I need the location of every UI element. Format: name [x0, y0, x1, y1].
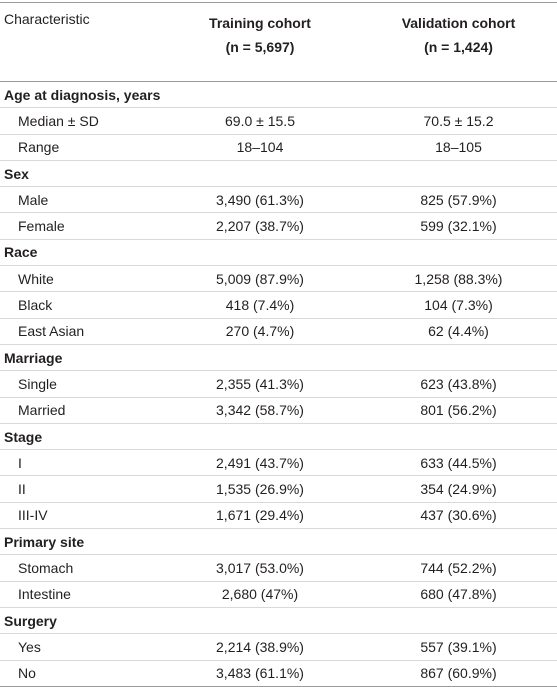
cell-value: 18–104 [160, 134, 360, 161]
section-title: Primary site [0, 528, 557, 556]
row-label: No [0, 660, 160, 687]
cell-value: 437 (30.6%) [360, 502, 557, 530]
cell-value: 354 (24.9%) [360, 475, 557, 503]
data-row: Female 2,207 (38.7%) 599 (32.1%) [0, 212, 557, 240]
header-row: Characteristic Training cohort (n = 5,69… [0, 2, 557, 82]
cell-value: 2,207 (38.7%) [160, 212, 360, 240]
cell-value: 3,342 (58.7%) [160, 397, 360, 424]
cell-value: 62 (4.4%) [360, 318, 557, 345]
cell-value: 69.0 ± 15.5 [160, 107, 360, 135]
section-title: Surgery [0, 607, 557, 635]
section-row: Primary site [0, 528, 557, 556]
section-title: Stage [0, 423, 557, 451]
cell-value: 18–105 [360, 134, 557, 161]
header-cell: Validation cohort (n = 1,424) [360, 2, 557, 82]
row-label: Median ± SD [0, 107, 160, 135]
table-body: Age at diagnosis, years Median ± SD 69.0 ±… [0, 81, 557, 687]
cell-value: 3,483 (61.1%) [160, 660, 360, 687]
data-row: Married 3,342 (58.7%) 801 (56.2%) [0, 397, 557, 424]
cell-value: 557 (39.1%) [360, 633, 557, 661]
row-label: Female [0, 212, 160, 240]
cell-value: 1,258 (88.3%) [360, 265, 557, 293]
row-label: Married [0, 397, 160, 424]
cell-value: 104 (7.3%) [360, 291, 557, 319]
section-row: Stage [0, 423, 557, 451]
row-label: Range [0, 134, 160, 161]
data-row: Male 3,490 (61.3%) 825 (57.9%) [0, 186, 557, 214]
header-subtitle: (n = 5,697) [225, 39, 295, 55]
cell-value: 2,680 (47%) [160, 581, 360, 608]
data-row: Yes 2,214 (38.9%) 557 (39.1%) [0, 633, 557, 661]
cell-value: 3,017 (53.0%) [160, 554, 360, 582]
cell-value: 270 (4.7%) [160, 318, 360, 345]
cell-value: 599 (32.1%) [360, 212, 557, 240]
section-row: Race [0, 239, 557, 267]
cell-value: 3,490 (61.3%) [160, 186, 360, 214]
data-row: I 2,491 (43.7%) 633 (44.5%) [0, 449, 557, 477]
data-row: Black 418 (7.4%) 104 (7.3%) [0, 291, 557, 319]
cell-value: 1,671 (29.4%) [160, 502, 360, 530]
section-row: Surgery [0, 607, 557, 635]
cell-value: 744 (52.2%) [360, 554, 557, 582]
data-row: Median ± SD 69.0 ± 15.5 70.5 ± 15.2 [0, 107, 557, 135]
section-title: Race [0, 239, 557, 267]
cell-value: 2,214 (38.9%) [160, 633, 360, 661]
cell-value: 5,009 (87.9%) [160, 265, 360, 293]
row-label: Black [0, 291, 160, 319]
cell-value: 680 (47.8%) [360, 581, 557, 608]
row-label: Intestine [0, 581, 160, 608]
section-title: Sex [0, 160, 557, 188]
section-row: Marriage [0, 344, 557, 372]
data-row: No 3,483 (61.1%) 867 (60.9%) [0, 660, 557, 687]
header-subtitle: (n = 1,424) [424, 39, 493, 55]
cell-value: 2,491 (43.7%) [160, 449, 360, 477]
cell-value: 801 (56.2%) [360, 397, 557, 424]
data-row: Intestine 2,680 (47%) 680 (47.8%) [0, 581, 557, 608]
table-header: Characteristic Training cohort (n = 5,69… [0, 2, 557, 82]
section-row: Sex [0, 160, 557, 188]
row-label: III-IV [0, 502, 160, 530]
row-label: Yes [0, 633, 160, 661]
header-cell: Characteristic [0, 2, 160, 82]
row-label: II [0, 475, 160, 503]
row-label: East Asian [0, 318, 160, 345]
data-row: East Asian 270 (4.7%) 62 (4.4%) [0, 318, 557, 345]
row-label: White [0, 265, 160, 293]
cell-value: 418 (7.4%) [160, 291, 360, 319]
cell-value: 1,535 (26.9%) [160, 475, 360, 503]
data-row: III-IV 1,671 (29.4%) 437 (30.6%) [0, 502, 557, 530]
cell-value: 867 (60.9%) [360, 660, 557, 687]
header-title: Validation cohort [401, 15, 516, 31]
data-row: Stomach 3,017 (53.0%) 744 (52.2%) [0, 554, 557, 582]
cell-value: 623 (43.8%) [360, 370, 557, 398]
row-label: I [0, 449, 160, 477]
header-title: Training cohort [209, 15, 311, 31]
cell-value: 70.5 ± 15.2 [360, 107, 557, 135]
header-cell: Training cohort (n = 5,697) [160, 2, 360, 82]
data-row: II 1,535 (26.9%) 354 (24.9%) [0, 475, 557, 503]
row-label: Single [0, 370, 160, 398]
data-row: Single 2,355 (41.3%) 623 (43.8%) [0, 370, 557, 398]
cell-value: 633 (44.5%) [360, 449, 557, 477]
row-label: Male [0, 186, 160, 214]
cell-value: 2,355 (41.3%) [160, 370, 360, 398]
row-label: Stomach [0, 554, 160, 582]
data-row: White 5,009 (87.9%) 1,258 (88.3%) [0, 265, 557, 293]
cell-value: 825 (57.9%) [360, 186, 557, 214]
data-row: Range 18–104 18–105 [0, 134, 557, 161]
section-title: Age at diagnosis, years [0, 81, 557, 109]
section-row: Age at diagnosis, years [0, 81, 557, 109]
section-title: Marriage [0, 344, 557, 372]
